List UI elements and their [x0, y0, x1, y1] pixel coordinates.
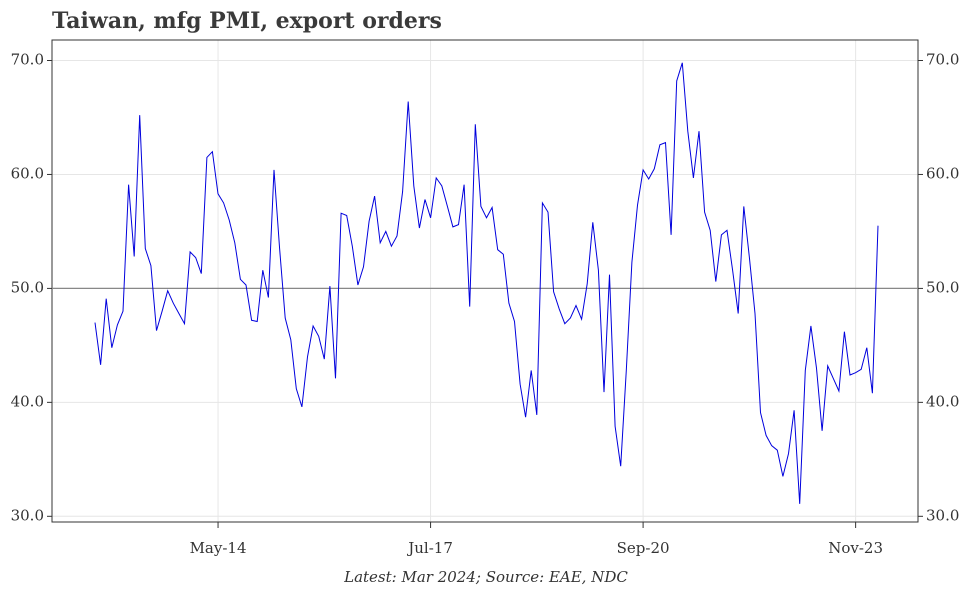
y-tick-label: 60.0	[11, 164, 44, 182]
y-tick-label: 50.0	[11, 278, 44, 296]
footnote: Latest: Mar 2024; Source: EAE, NDC	[343, 568, 628, 586]
y2-tick-label: 50.0	[926, 278, 959, 296]
y2-tick-label: 40.0	[926, 392, 959, 410]
y-tick-label: 40.0	[11, 392, 44, 410]
y2-tick-label: 30.0	[926, 506, 959, 524]
chart-title: Taiwan, mfg PMI, export orders	[52, 8, 442, 34]
y2-tick-label: 70.0	[926, 51, 959, 69]
x-tick-label: Jul-17	[406, 539, 453, 557]
x-tick-label: Sep-20	[617, 539, 670, 557]
plot-frame	[51, 39, 919, 523]
y2-tick-label: 60.0	[926, 164, 959, 182]
y-tick-label: 30.0	[11, 506, 44, 524]
x-tick-label: Nov-23	[828, 539, 883, 557]
line-series	[94, 62, 879, 504]
x-tick-label: May-14	[190, 539, 247, 557]
y-tick-label: 70.0	[11, 51, 44, 69]
